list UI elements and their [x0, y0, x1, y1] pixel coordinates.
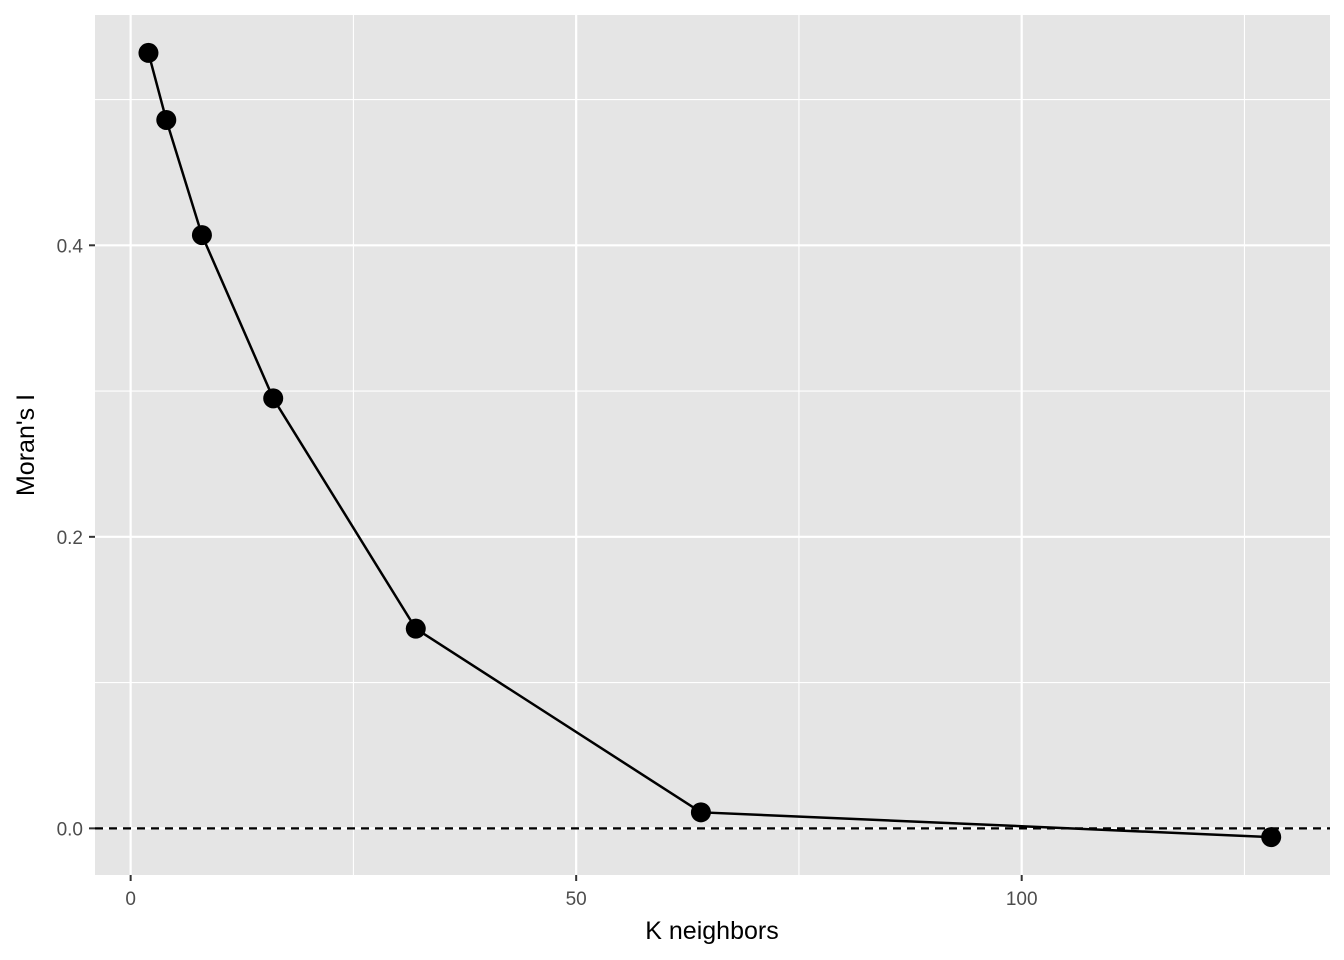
plot-panel: [95, 15, 1330, 875]
x-tick-label: 0: [125, 889, 136, 910]
minor-gridlines: [95, 15, 1330, 875]
data-point: [156, 109, 177, 130]
data-point: [405, 618, 426, 639]
data-point: [690, 802, 711, 823]
series-layer: [138, 42, 1282, 848]
y-tick-label: 0.4: [57, 236, 84, 257]
y-tick-label: 0.0: [57, 819, 83, 840]
x-tick-label: 100: [1006, 889, 1038, 910]
y-axis-ticks: 0.0 0.2 0.4: [57, 236, 95, 840]
data-point: [263, 388, 284, 409]
x-axis-ticks: 0 50 100: [125, 875, 1038, 910]
data-point: [1261, 827, 1282, 848]
y-axis-title: Moran's I: [12, 394, 40, 496]
data-point: [191, 225, 212, 246]
data-point: [138, 42, 159, 63]
x-axis-title: K neighbors: [645, 917, 778, 945]
y-tick-label: 0.2: [57, 528, 83, 549]
x-tick-label: 50: [566, 889, 587, 910]
